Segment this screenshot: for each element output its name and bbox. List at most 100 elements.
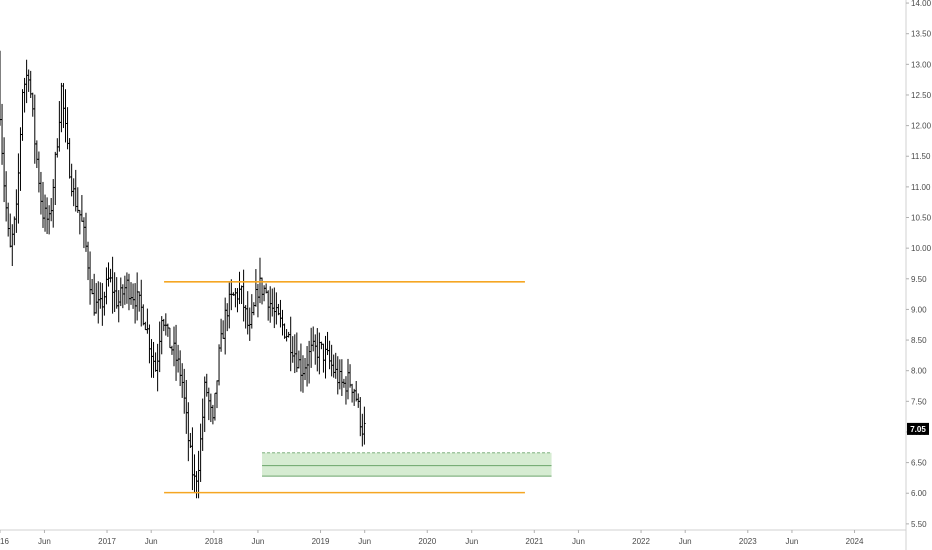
ohlc-bar: [217, 344, 221, 386]
time-tick-label: 2018: [205, 537, 223, 546]
ohlc-bar: [270, 288, 274, 317]
ohlc-bar: [19, 127, 22, 191]
last-price-badge: 7.05: [907, 422, 929, 435]
ohlc-bar: [164, 313, 168, 336]
time-axis: 2016 Jun 2017 Jun 2018 Jun 2019 Jun 2020 Jun 2021 J…: [0, 529, 906, 546]
ohlc-bar: [156, 343, 159, 392]
horizontal-levels: [164, 281, 525, 494]
ohlc-bar: [344, 376, 348, 405]
ohlc-bar: [361, 413, 364, 447]
ohlc-bar: [47, 205, 51, 235]
ohlc-bar: [13, 216, 16, 246]
ohlc-bar: [334, 352, 338, 379]
ohlc-bar: [39, 171, 43, 215]
price-tick-label: 5.50: [911, 520, 927, 529]
ohlc-bar: [322, 343, 325, 373]
ohlc-bar: [137, 291, 141, 312]
time-tick-label: 2020: [418, 537, 436, 546]
ohlc-bar: [236, 288, 239, 313]
ohlc-bar: [215, 380, 219, 409]
ohlc-bar: [6, 202, 10, 237]
price-tick-label: 12.00: [911, 122, 932, 131]
ohlc-bar: [25, 59, 28, 104]
price-tick-label: 8.00: [911, 367, 927, 376]
ohlc-bar: [150, 339, 153, 378]
ohlc-bar: [41, 181, 45, 228]
ohlc-bar: [258, 257, 262, 304]
ohlc-bar: [88, 251, 92, 305]
ohlc-bar: [234, 288, 237, 308]
ohlc-bar: [27, 69, 30, 92]
ohlc-bar: [201, 398, 204, 451]
ohlc-bar: [121, 284, 125, 309]
price-tick-label: 11.50: [911, 152, 931, 161]
price-tick-label: 8.50: [911, 336, 927, 345]
ohlc-bar: [219, 318, 223, 352]
ohlc-bar: [332, 354, 335, 378]
ohlc-bar: [307, 340, 311, 384]
ohlc-bar: [303, 358, 307, 381]
ohlc-bar: [330, 344, 333, 377]
ohlc-bar: [160, 316, 164, 355]
time-tick-label: Jun: [145, 537, 158, 546]
ohlc-bar: [299, 343, 303, 392]
ohlc-bar: [346, 358, 350, 400]
ohlc-bar: [240, 285, 243, 305]
ohlc-bar: [99, 282, 102, 309]
ohlc-bar: [182, 368, 186, 414]
ohlc-bar: [154, 352, 157, 372]
ohlc-bar: [115, 277, 118, 309]
ohlc-bar: [68, 138, 71, 179]
ohlc-bar: [105, 267, 108, 305]
ohlc-bar: [324, 335, 327, 379]
ohlc-bar: [127, 273, 131, 311]
price-tick-label: 9.50: [911, 275, 927, 284]
ohlc-bar: [281, 309, 284, 336]
ohlc-bar: [74, 169, 78, 212]
price-tick-label: 14.00: [911, 0, 932, 8]
ohlc-bar: [56, 138, 59, 158]
ohlc-bar: [58, 101, 61, 152]
last-price-label: 7.05: [910, 425, 926, 434]
ohlc-bar: [225, 303, 229, 332]
ohlc-bar: [94, 283, 98, 314]
time-tick-label: Jun: [785, 537, 798, 546]
ohlc-bar: [86, 241, 90, 281]
price-tick-label: 6.00: [911, 489, 927, 498]
ohlc-bar: [358, 397, 362, 437]
ohlc-bar: [92, 273, 96, 316]
ohlc-bar: [107, 262, 110, 287]
ohlc-bar: [101, 283, 104, 326]
ohlc-bar: [238, 271, 241, 305]
price-axis: 14.00 13.50 13.00 12.50 12.00 11.50 11.00 10.50…: [905, 0, 932, 550]
ohlc-bar: [313, 334, 317, 365]
ohlc-bar: [197, 450, 200, 499]
ohlc-bar: [295, 332, 299, 373]
ohlc-bar: [133, 283, 137, 324]
time-tick-label: 2021: [525, 537, 543, 546]
ohlc-bar: [223, 297, 227, 355]
ohlc-bar: [60, 82, 63, 133]
price-tick-label: 11.00: [911, 183, 931, 192]
ohlc-bar: [139, 279, 143, 327]
last-price-badge-bg: [907, 422, 929, 435]
ohlc-bar: [289, 316, 292, 372]
ohlc-bar: [354, 381, 358, 402]
ohlc-bar: [180, 363, 184, 398]
ohlc-bar: [119, 277, 123, 307]
time-tick-label: 2017: [98, 537, 116, 546]
time-tick-label: Jun: [251, 537, 264, 546]
time-tick-label: Jun: [679, 537, 692, 546]
price-tick-label: 9.00: [911, 305, 927, 314]
ohlc-bar: [328, 340, 331, 370]
ohlc-bar: [199, 423, 202, 482]
ohlc-bar: [172, 326, 176, 367]
ohlc-bar: [326, 331, 329, 356]
ohlc-bar: [309, 327, 313, 368]
price-bars: [0, 50, 366, 499]
price-tick-label: 10.50: [911, 214, 932, 223]
ohlc-bar: [62, 83, 65, 129]
time-tick-label: Jun: [572, 537, 585, 546]
ohlc-bar: [320, 341, 323, 350]
time-tick-label: Jun: [465, 537, 478, 546]
